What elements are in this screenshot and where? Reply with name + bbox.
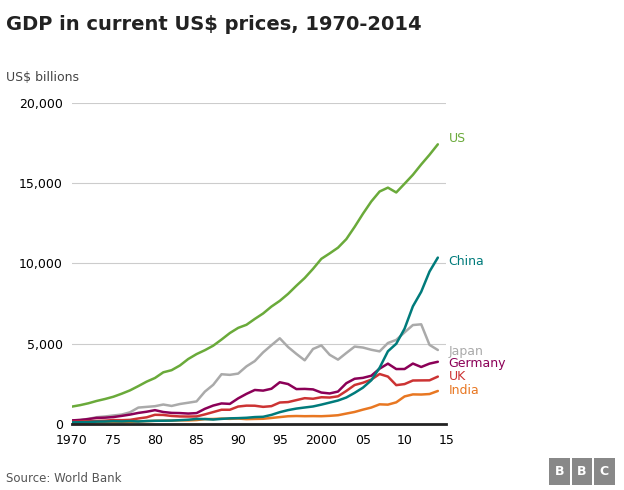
Text: B: B [577, 465, 587, 478]
Text: B: B [555, 465, 564, 478]
Text: C: C [600, 465, 609, 478]
Text: China: China [449, 255, 484, 268]
Text: Source: World Bank: Source: World Bank [6, 472, 122, 485]
Text: UK: UK [449, 370, 466, 383]
Text: US$ billions: US$ billions [6, 71, 79, 84]
Text: Japan: Japan [449, 345, 484, 358]
Text: GDP in current US$ prices, 1970-2014: GDP in current US$ prices, 1970-2014 [6, 15, 422, 34]
Text: US: US [449, 132, 466, 145]
Text: Germany: Germany [449, 357, 506, 370]
Text: India: India [449, 384, 479, 396]
